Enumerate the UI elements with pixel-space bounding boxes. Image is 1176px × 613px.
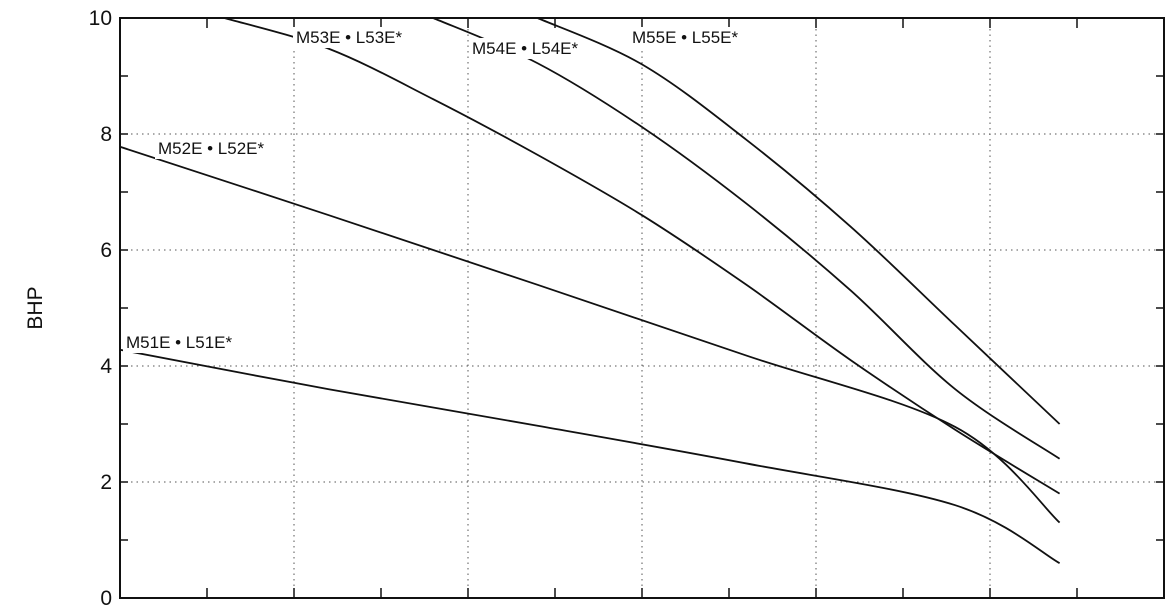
y-tick-label: 0: [100, 587, 112, 610]
series-label-2: M52E • L52E*: [158, 139, 265, 158]
series-label-bg: [629, 27, 742, 48]
series-label-5: M55E • L55E*: [632, 28, 739, 47]
series-label-3: M53E • L53E*: [296, 28, 403, 47]
series-label-1: M51E • L51E*: [126, 333, 233, 352]
series-line-2: [119, 145, 1061, 524]
series-label-bg: [155, 138, 268, 159]
series-line-3: [224, 17, 1061, 495]
grid: [120, 18, 1164, 598]
axis-ticks: [120, 18, 1164, 598]
y-tick-label: 10: [89, 7, 112, 30]
series-label-bg: [469, 38, 582, 59]
y-axis-label: BHP: [24, 286, 47, 329]
series-lines: [119, 17, 1061, 564]
series-line-5: [537, 17, 1061, 425]
series-label-bg: [123, 332, 236, 353]
series-labels: M51E • L51E* M52E • L52E* M53E • L53E* M54E…: [123, 27, 742, 353]
y-tick-label: 2: [100, 471, 112, 494]
series-label-bg: [293, 27, 406, 48]
series-line-1: [119, 348, 1061, 564]
series-line-4: [432, 17, 1061, 460]
y-tick-label: 8: [100, 123, 112, 146]
y-tick-label: 4: [100, 355, 112, 378]
y-tick-label: 6: [100, 239, 112, 262]
y-tick-labels: 0 2 4 6 8 10: [89, 7, 113, 610]
plot-frame: [119, 17, 1165, 599]
series-label-4: M54E • L54E*: [472, 39, 579, 58]
